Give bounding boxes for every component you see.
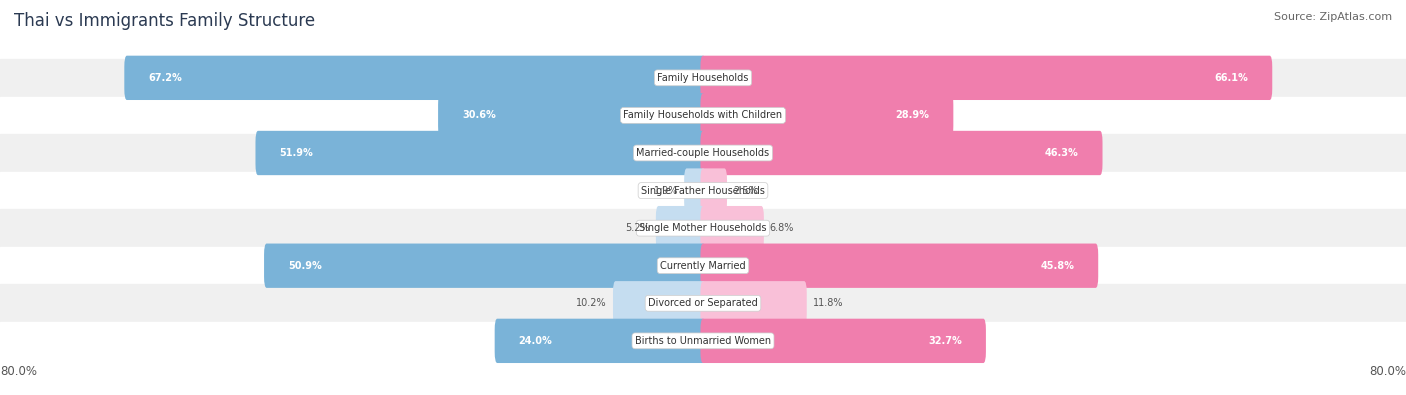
Text: Family Households: Family Households <box>658 73 748 83</box>
Text: 51.9%: 51.9% <box>280 148 314 158</box>
Text: Family Households with Children: Family Households with Children <box>623 111 783 120</box>
FancyBboxPatch shape <box>700 56 1272 100</box>
Text: Divorced or Separated: Divorced or Separated <box>648 298 758 308</box>
Text: 10.2%: 10.2% <box>576 298 607 308</box>
Bar <box>0 322 1406 359</box>
FancyBboxPatch shape <box>613 281 706 325</box>
Text: 66.1%: 66.1% <box>1215 73 1249 83</box>
Text: 5.2%: 5.2% <box>626 223 650 233</box>
Text: 80.0%: 80.0% <box>0 365 37 378</box>
FancyBboxPatch shape <box>700 281 807 325</box>
Text: 67.2%: 67.2% <box>148 73 181 83</box>
FancyBboxPatch shape <box>700 93 953 137</box>
Text: 1.9%: 1.9% <box>654 186 678 196</box>
Text: 32.7%: 32.7% <box>928 336 962 346</box>
Text: Married-couple Households: Married-couple Households <box>637 148 769 158</box>
FancyBboxPatch shape <box>655 206 706 250</box>
Text: 28.9%: 28.9% <box>896 111 929 120</box>
FancyBboxPatch shape <box>495 319 706 363</box>
Text: 80.0%: 80.0% <box>1369 365 1406 378</box>
Bar <box>0 247 1406 284</box>
Text: 30.6%: 30.6% <box>463 111 496 120</box>
Bar <box>0 97 1406 134</box>
Bar <box>0 284 1406 322</box>
FancyBboxPatch shape <box>700 131 1102 175</box>
FancyBboxPatch shape <box>256 131 706 175</box>
Text: 24.0%: 24.0% <box>519 336 553 346</box>
Text: Source: ZipAtlas.com: Source: ZipAtlas.com <box>1274 12 1392 22</box>
FancyBboxPatch shape <box>700 168 727 213</box>
FancyBboxPatch shape <box>264 244 706 288</box>
Text: 46.3%: 46.3% <box>1045 148 1078 158</box>
Text: Single Father Households: Single Father Households <box>641 186 765 196</box>
FancyBboxPatch shape <box>685 168 706 213</box>
Text: Thai vs Immigrants Family Structure: Thai vs Immigrants Family Structure <box>14 12 315 30</box>
FancyBboxPatch shape <box>700 206 763 250</box>
FancyBboxPatch shape <box>700 244 1098 288</box>
FancyBboxPatch shape <box>124 56 706 100</box>
Bar <box>0 59 1406 97</box>
Bar <box>0 134 1406 172</box>
Bar <box>0 172 1406 209</box>
FancyBboxPatch shape <box>700 319 986 363</box>
Text: 2.5%: 2.5% <box>733 186 758 196</box>
Text: Births to Unmarried Women: Births to Unmarried Women <box>636 336 770 346</box>
FancyBboxPatch shape <box>439 93 706 137</box>
Bar <box>0 209 1406 247</box>
Text: Single Mother Households: Single Mother Households <box>640 223 766 233</box>
Text: 11.8%: 11.8% <box>813 298 844 308</box>
Text: 6.8%: 6.8% <box>770 223 794 233</box>
Text: 50.9%: 50.9% <box>288 261 322 271</box>
Text: 45.8%: 45.8% <box>1040 261 1074 271</box>
Text: Currently Married: Currently Married <box>661 261 745 271</box>
